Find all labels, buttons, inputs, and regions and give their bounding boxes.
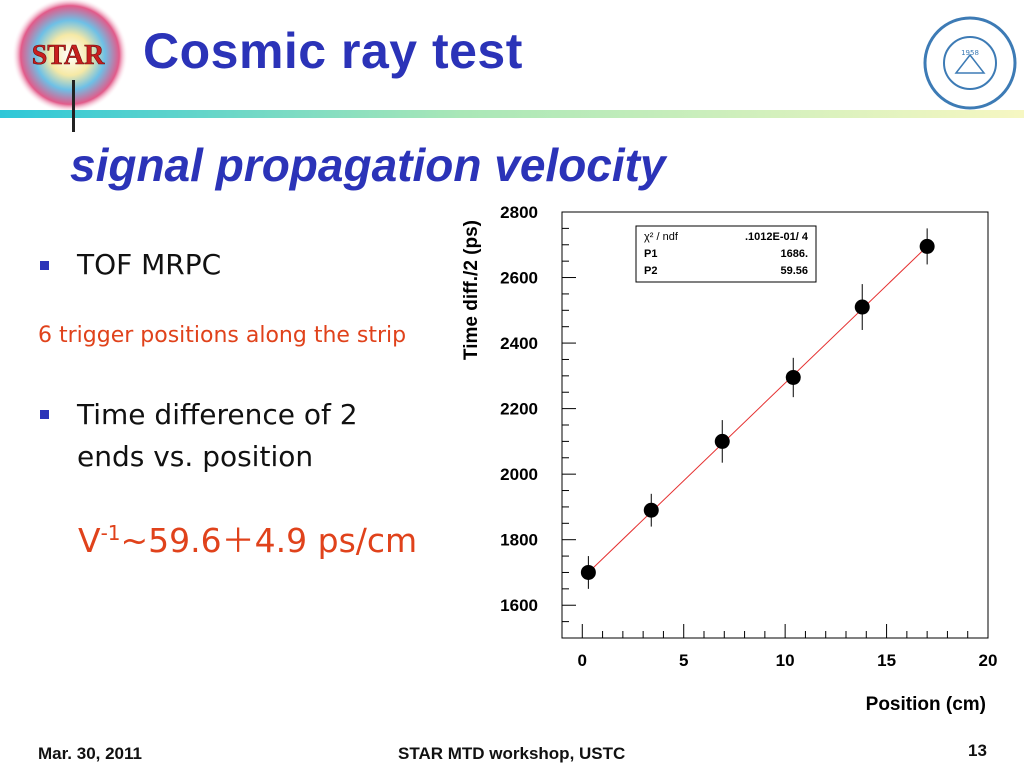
title-underline <box>0 110 1024 118</box>
x-tick-label: 15 <box>877 651 896 670</box>
stats-label: P2 <box>644 265 657 277</box>
formula-value: ~59.6＋4.9 ps/cm <box>120 521 418 560</box>
university-seal: 1958 <box>923 16 1017 110</box>
footer-date: Mar. 30, 2011 <box>38 744 142 763</box>
y-tick-label: 1600 <box>500 596 538 615</box>
data-point <box>785 369 801 385</box>
trigger-note: 6 trigger positions along the strip <box>38 323 407 348</box>
stats-box <box>635 225 817 283</box>
stats-value: 59.56 <box>780 265 808 277</box>
stats-label: χ² / ndf <box>644 231 679 243</box>
bullet-text: TOF MRPC <box>77 248 222 281</box>
data-point <box>714 433 730 449</box>
star-logo-text: STAR <box>32 40 105 71</box>
bullet-time-difference: Time difference of 2 ends vs. position <box>40 394 420 478</box>
formula-superscript: -1 <box>100 521 121 545</box>
stats-value: 1686. <box>780 248 808 260</box>
title-tick <box>72 80 75 132</box>
footer-page-number: 13 <box>968 741 987 760</box>
data-point <box>580 564 596 580</box>
y-tick-label: 2800 <box>500 203 538 222</box>
slide-subtitle: signal propagation velocity <box>70 139 666 191</box>
stats-value: .1012E-01/ 4 <box>745 231 809 243</box>
data-point <box>854 299 870 315</box>
y-tick-label: 1800 <box>500 531 538 550</box>
velocity-formula: V-1~59.6＋4.9 ps/cm <box>78 514 417 562</box>
data-point <box>919 238 935 254</box>
time-vs-position-chart: 1600 1800 2000 2200 2400 2600 2800 0 5 10 15 20 Posi… <box>461 203 998 715</box>
y-tick-label: 2400 <box>500 334 538 353</box>
footer-event: STAR MTD workshop, USTC <box>398 744 626 763</box>
x-tick-label: 5 <box>679 651 688 670</box>
star-burst <box>12 0 128 113</box>
bullet-text: Time difference of 2 ends vs. position <box>77 398 358 473</box>
y-tick-label: 2600 <box>500 269 538 288</box>
slide-title: Cosmic ray test <box>143 23 523 79</box>
data-point <box>643 502 659 518</box>
y-tick-label: 2000 <box>500 465 538 484</box>
fit-line <box>588 246 928 573</box>
x-axis-label: Position (cm) <box>866 694 986 715</box>
x-tick-label: 10 <box>776 651 795 670</box>
formula-main: V <box>78 521 101 560</box>
bullet-tof-mrpc: TOF MRPC <box>40 248 221 281</box>
bullet-marker <box>40 261 49 270</box>
y-axis-label: Time diff./2 (ps) <box>461 220 482 360</box>
stats-label: P1 <box>644 248 657 260</box>
star-logo: STAR <box>12 0 128 113</box>
bullet-marker <box>40 410 49 419</box>
y-tick-label: 2200 <box>500 400 538 419</box>
x-tick-label: 20 <box>979 651 998 670</box>
x-tick-label: 0 <box>578 651 587 670</box>
seal-year: 1958 <box>961 49 979 57</box>
